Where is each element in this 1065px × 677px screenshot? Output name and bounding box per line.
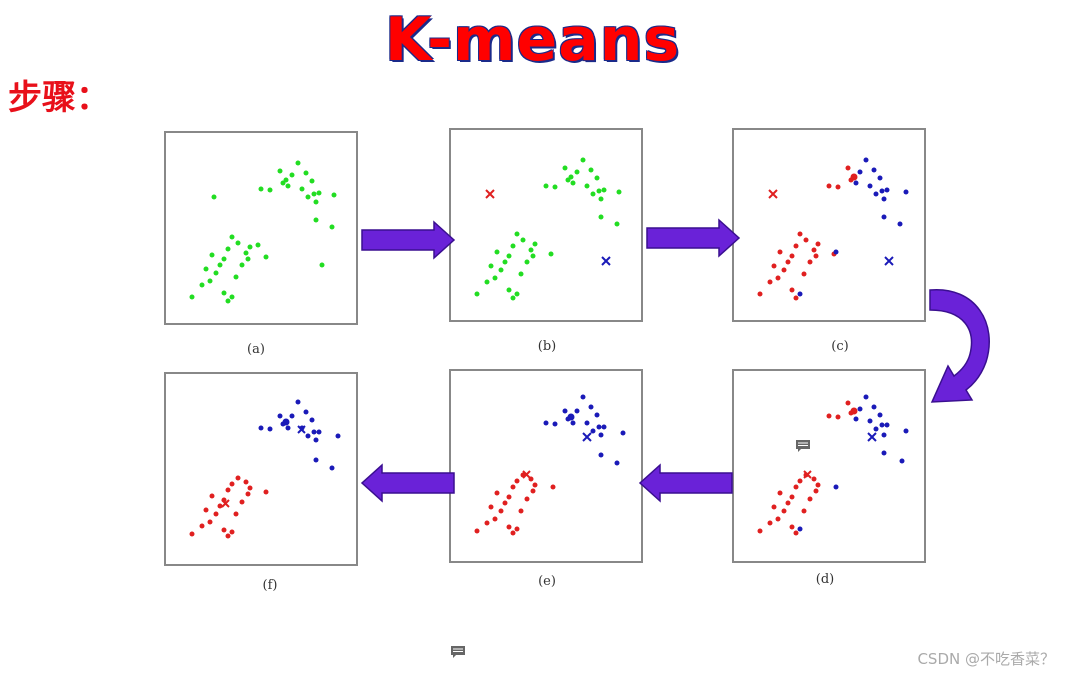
- page-title: K-means: [384, 5, 681, 75]
- panel-a-plot: [189, 160, 337, 304]
- panel-d-plot: [757, 394, 909, 536]
- caption-e: (e): [538, 574, 556, 589]
- caption-d: (d): [815, 572, 835, 587]
- arrow-e-to-f: [360, 463, 455, 503]
- panel-c-plot: [757, 157, 909, 301]
- panel-d: [732, 369, 926, 563]
- panel-a: [164, 131, 358, 325]
- comment-icon[interactable]: [795, 439, 811, 453]
- arrow-d-to-e: [638, 463, 733, 503]
- panel-c: [732, 128, 926, 322]
- panel-e-plot: [474, 394, 626, 536]
- caption-c: (c): [831, 339, 849, 354]
- arrow-c-to-d: [929, 289, 990, 403]
- arrow-b-to-c: [646, 218, 741, 258]
- panel-b-plot: [474, 157, 622, 301]
- panel-e: [449, 369, 643, 563]
- arrow-a-to-b: [361, 220, 456, 260]
- caption-b: (b): [537, 339, 557, 354]
- steps-label: 步骤：: [8, 78, 110, 118]
- watermark: CSDN @不吃香菜？: [917, 650, 1055, 668]
- caption-f: (f): [262, 578, 278, 593]
- caption-a: (a): [247, 342, 265, 357]
- panel-f: [164, 372, 358, 566]
- comment-icon[interactable]: [450, 645, 466, 659]
- panel-b: [449, 128, 643, 322]
- panel-f-plot: [189, 399, 341, 539]
